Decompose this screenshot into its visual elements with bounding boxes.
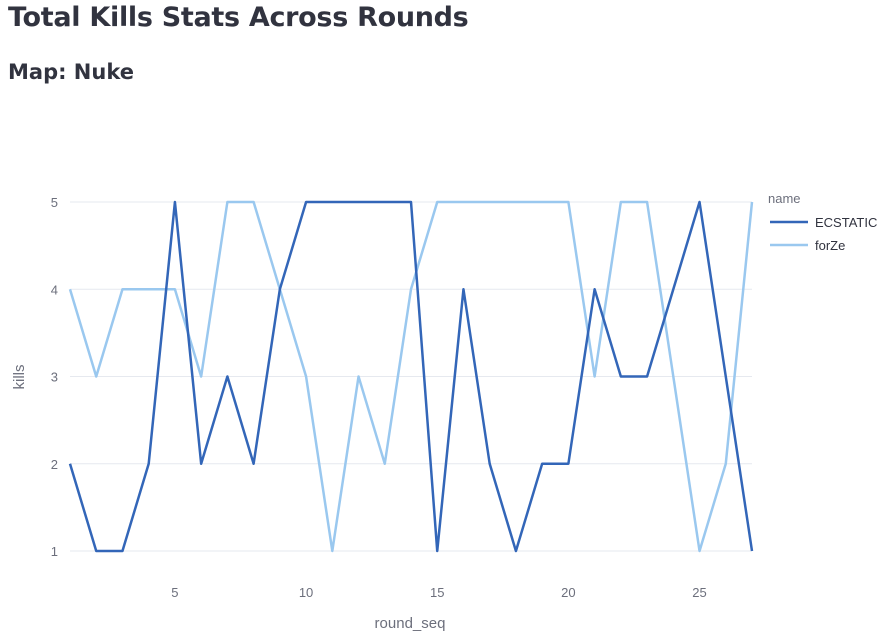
y-tick-label: 4 (51, 282, 58, 297)
legend-label: forZe (815, 238, 845, 253)
x-tick-label: 20 (561, 585, 575, 600)
x-tick-label: 5 (171, 585, 178, 600)
x-axis-title: round_seq (375, 615, 446, 632)
x-tick-label: 25 (692, 585, 706, 600)
legend-label: ECSTATIC (815, 215, 877, 230)
legend-item-ecstatic[interactable]: ECSTATIC (770, 215, 877, 230)
x-axis-ticks: 5 10 15 20 25 (171, 585, 706, 600)
legend[interactable]: name ECSTATIC forZe (768, 191, 877, 253)
page-subtitle: Map: Nuke (8, 60, 134, 84)
x-tick-label: 15 (430, 585, 444, 600)
y-axis-ticks: 1 2 3 4 5 (51, 195, 58, 559)
series-line-forze[interactable] (68, 200, 754, 553)
legend-title: name (768, 191, 801, 206)
series-lines[interactable] (68, 200, 754, 553)
y-tick-label: 5 (51, 195, 58, 210)
y-tick-label: 1 (51, 544, 58, 559)
y-axis-title: kills (11, 365, 28, 390)
grid-lines (70, 201, 752, 552)
x-tick-label: 10 (299, 585, 313, 600)
y-tick-label: 3 (51, 370, 58, 385)
y-tick-label: 2 (51, 457, 58, 472)
series-line-ecstatic[interactable] (68, 200, 754, 553)
legend-item-forze[interactable]: forZe (770, 238, 845, 253)
page-title: Total Kills Stats Across Rounds (8, 2, 469, 33)
